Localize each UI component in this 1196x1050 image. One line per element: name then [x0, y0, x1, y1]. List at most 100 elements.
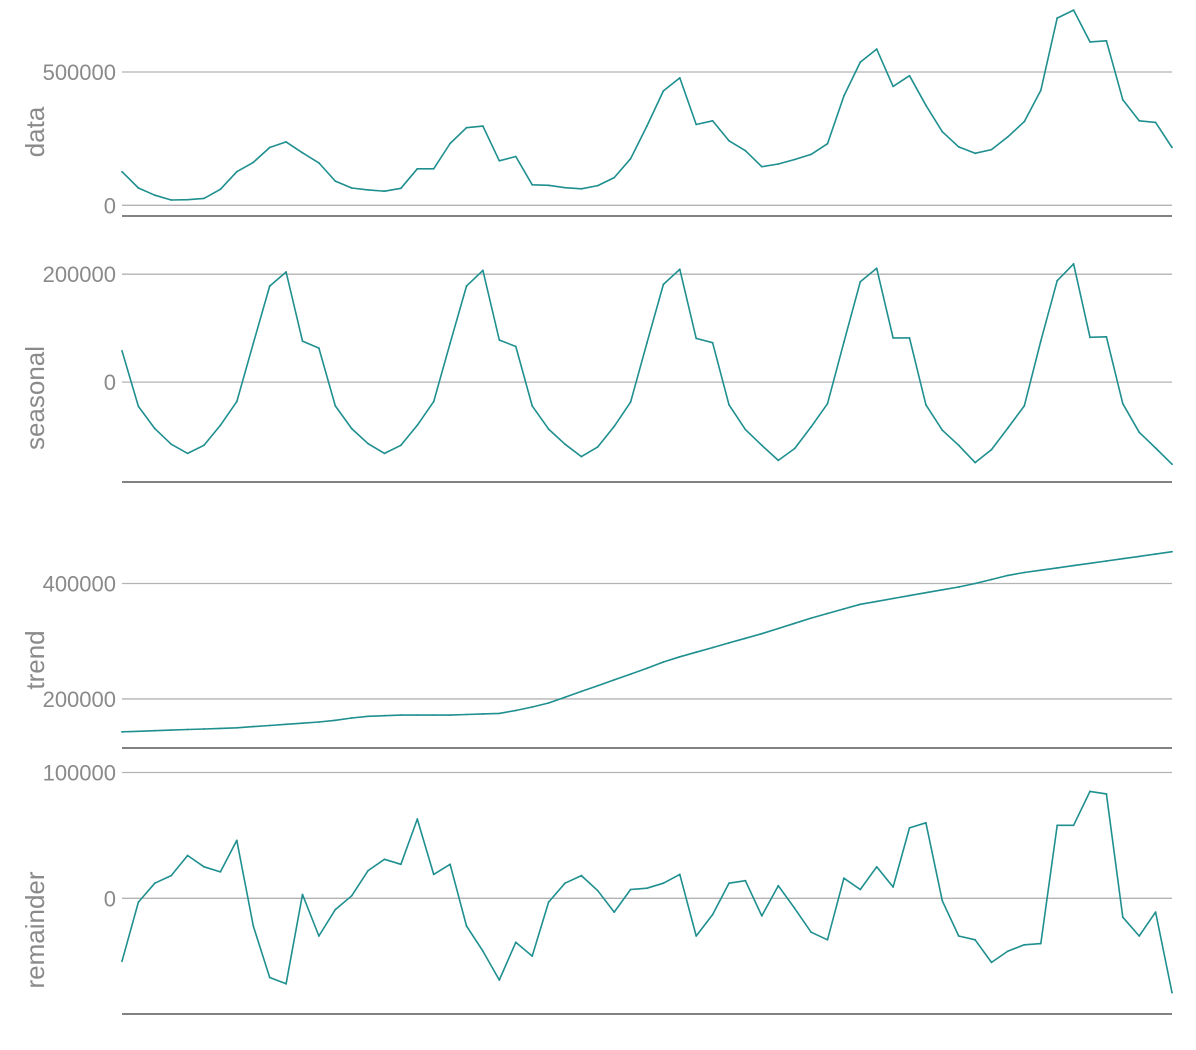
point-trend-15 — [367, 715, 369, 718]
point-trend-50 — [941, 588, 944, 591]
point-seasonal-20 — [449, 342, 452, 345]
series-line-data — [121, 9, 1173, 201]
point-trend-64 — [1171, 550, 1173, 553]
point-trend-1 — [137, 730, 140, 733]
point-data-61 — [1121, 98, 1124, 101]
point-seasonal-60 — [1105, 335, 1108, 338]
point-remainder-43 — [826, 938, 829, 941]
point-remainder-40 — [777, 884, 780, 887]
point-data-35 — [695, 123, 698, 126]
point-seasonal-23 — [498, 339, 501, 341]
point-remainder-2 — [153, 882, 156, 885]
point-data-4 — [186, 198, 189, 201]
point-seasonal-9 — [268, 285, 271, 287]
point-data-12 — [317, 162, 320, 164]
point-data-21 — [465, 126, 468, 129]
point-seasonal-30 — [613, 425, 616, 428]
point-data-51 — [957, 146, 960, 148]
point-seasonal-22 — [482, 269, 484, 272]
point-data-38 — [744, 149, 747, 152]
point-remainder-4 — [186, 854, 189, 857]
series-line-remainder — [121, 790, 1173, 993]
point-data-10 — [285, 140, 287, 143]
point-remainder-61 — [1121, 916, 1124, 919]
point-data-23 — [498, 159, 501, 162]
point-remainder-13 — [334, 908, 337, 911]
point-seasonal-12 — [317, 347, 320, 350]
point-data-32 — [646, 124, 648, 127]
point-trend-56 — [1039, 569, 1042, 572]
point-seasonal-7 — [235, 400, 238, 403]
point-data-62 — [1138, 119, 1141, 122]
point-trend-7 — [235, 726, 238, 729]
point-trend-54 — [1007, 574, 1009, 577]
point-trend-42 — [810, 617, 812, 620]
point-remainder-55 — [1023, 943, 1026, 946]
y-axis-label-remainder: remainder — [20, 871, 50, 988]
point-trend-36 — [711, 646, 714, 649]
point-seasonal-15 — [367, 442, 369, 445]
point-trend-29 — [596, 684, 599, 687]
panel-remainder: 0 100000 remainder — [20, 761, 1173, 1015]
point-remainder-35 — [695, 935, 698, 937]
point-seasonal-64 — [1171, 463, 1173, 466]
point-trend-20 — [449, 714, 452, 716]
point-data-18 — [416, 167, 419, 170]
point-seasonal-33 — [662, 283, 665, 286]
point-remainder-28 — [580, 874, 583, 877]
point-seasonal-46 — [875, 267, 878, 270]
point-remainder-33 — [662, 882, 665, 885]
point-seasonal-10 — [285, 271, 287, 273]
point-seasonal-31 — [629, 401, 632, 404]
point-data-45 — [859, 61, 862, 64]
point-trend-38 — [744, 637, 747, 640]
point-seasonal-19 — [432, 400, 435, 403]
point-data-28 — [580, 187, 583, 190]
point-trend-59 — [1089, 562, 1091, 565]
point-remainder-26 — [547, 901, 550, 903]
point-seasonal-37 — [728, 403, 730, 406]
point-seasonal-27 — [564, 443, 566, 446]
point-data-36 — [711, 119, 714, 122]
tick-label-remainder-1: 100000 — [43, 761, 116, 786]
point-data-14 — [350, 187, 353, 189]
point-seasonal-39 — [760, 444, 763, 447]
point-seasonal-21 — [465, 285, 468, 287]
y-axis-label-data: data — [20, 106, 50, 157]
point-remainder-36 — [711, 913, 714, 916]
point-seasonal-41 — [793, 447, 796, 450]
point-remainder-53 — [990, 961, 993, 964]
point-data-43 — [826, 142, 829, 145]
point-remainder-44 — [842, 877, 845, 880]
point-trend-51 — [957, 586, 960, 588]
point-trend-6 — [219, 727, 222, 730]
point-data-0 — [121, 170, 123, 173]
tick-label-seasonal-0: 0 — [104, 370, 116, 395]
point-remainder-22 — [482, 950, 484, 953]
point-remainder-59 — [1089, 790, 1091, 793]
point-remainder-38 — [744, 879, 747, 882]
point-seasonal-44 — [842, 341, 845, 344]
point-trend-35 — [695, 651, 698, 654]
point-seasonal-52 — [974, 461, 977, 464]
point-seasonal-43 — [826, 402, 829, 405]
point-seasonal-26 — [547, 428, 550, 431]
point-seasonal-17 — [400, 444, 402, 447]
point-trend-41 — [793, 622, 796, 625]
point-seasonal-49 — [925, 403, 927, 406]
point-data-55 — [1023, 120, 1026, 123]
point-data-19 — [432, 167, 435, 170]
point-trend-19 — [432, 714, 435, 716]
point-remainder-62 — [1138, 935, 1141, 937]
point-trend-5 — [203, 728, 205, 730]
point-data-44 — [842, 95, 845, 97]
point-remainder-7 — [235, 839, 238, 842]
point-remainder-31 — [629, 888, 632, 891]
point-remainder-58 — [1072, 824, 1075, 827]
point-remainder-37 — [728, 882, 730, 885]
point-data-1 — [137, 187, 140, 189]
panel-trend: 200000 400000 trend — [20, 550, 1173, 749]
point-data-37 — [728, 139, 730, 142]
point-seasonal-6 — [219, 424, 222, 427]
